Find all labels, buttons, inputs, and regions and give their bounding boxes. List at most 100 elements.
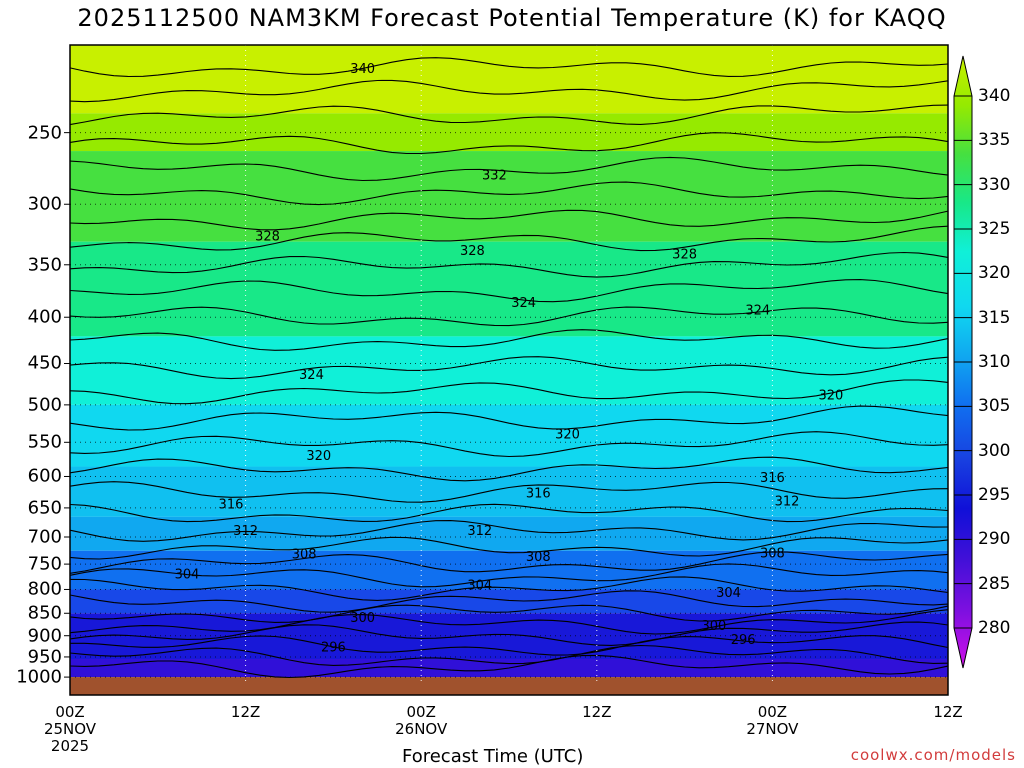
contour-line-12 — [69, 356, 949, 380]
contour-line-2 — [69, 104, 949, 126]
colorbar-label: 285 — [978, 573, 1011, 594]
theta-band-9 — [70, 589, 948, 614]
contour-label-26: 296 — [731, 633, 756, 648]
contour-label-4: 328 — [672, 247, 697, 262]
colorbar-label: 340 — [978, 86, 1011, 106]
contour-line-3 — [69, 132, 949, 155]
contour-line-7 — [69, 225, 949, 252]
theta-band-6 — [70, 466, 948, 517]
y-tick-label: 600 — [27, 465, 62, 487]
contour-label-6: 324 — [745, 303, 770, 318]
contour-label-8: 320 — [819, 389, 844, 404]
plot-frame — [69, 44, 949, 696]
contour-label-1: 332 — [482, 168, 507, 183]
contour-line-15 — [69, 431, 949, 458]
y-tick-label: 900 — [27, 625, 62, 647]
colorbar-label: 325 — [978, 219, 1011, 239]
contour-label-24: 300 — [701, 619, 726, 634]
colorbar — [953, 55, 973, 669]
y-tick-label: 500 — [27, 394, 62, 416]
y-tick-label: 750 — [27, 553, 62, 575]
y-tick-label: 700 — [27, 526, 62, 548]
y-tick-label: 650 — [27, 497, 62, 519]
contour-line-10 — [69, 306, 949, 327]
y-tick-label: 550 — [27, 431, 62, 453]
contour-label-12: 316 — [526, 487, 551, 502]
contour-lines — [69, 57, 949, 679]
contour-line-28 — [70, 635, 949, 656]
contour-label-21: 304 — [467, 579, 492, 594]
x-tick-label: 00Z 25NOV 2025 — [43, 703, 97, 755]
theta-band-5 — [70, 404, 948, 467]
contour-label-20: 304 — [175, 567, 200, 582]
contour-label-23: 300 — [350, 611, 375, 626]
contour-label-10: 320 — [306, 449, 331, 464]
colorbar-label: 315 — [978, 307, 1011, 328]
contour-label-13: 316 — [219, 498, 244, 513]
contour-line-0 — [69, 57, 949, 78]
contour-line-27 — [69, 621, 949, 646]
contour-line-22 — [69, 563, 949, 588]
y-tick-label: 450 — [27, 352, 62, 374]
colorbar-label: 295 — [978, 485, 1011, 505]
contour-line-25 — [69, 604, 949, 623]
contour-line-23 — [69, 576, 949, 601]
contour-line-8 — [69, 251, 949, 278]
contour-label-22: 304 — [716, 586, 741, 601]
contour-label-7: 324 — [299, 368, 324, 383]
y-tick-label: 950 — [27, 646, 62, 668]
contour-label-19: 308 — [760, 546, 785, 561]
contour-label-15: 312 — [467, 524, 492, 539]
theta-band-2 — [70, 151, 948, 242]
contour-label-2: 328 — [255, 230, 280, 245]
y-tick-label: 850 — [27, 602, 62, 624]
ground-surface — [70, 677, 948, 695]
contour-line-14 — [69, 405, 949, 431]
colorbar-label: 300 — [978, 440, 1011, 461]
contour-line-19 — [69, 520, 949, 542]
contour-label-25: 296 — [321, 640, 346, 655]
x-tick-label: 00Z 27NOV — [746, 703, 799, 738]
contour-label-0: 340 — [350, 62, 375, 77]
contour-label-9: 320 — [555, 428, 580, 443]
chart-title: 2025112500 NAM3KM Forecast Potential Tem… — [77, 4, 947, 32]
contour-labels: 340 332 328 328 328 324 324 324 320 320 320 316 316 3… — [175, 62, 844, 656]
contour-label-17: 308 — [292, 547, 317, 562]
contour-label-18: 308 — [526, 550, 551, 565]
contour-line-26 — [69, 609, 949, 635]
plot-area — [70, 45, 948, 695]
contour-line-18 — [69, 503, 949, 523]
contour-label-5: 324 — [511, 296, 536, 311]
y-tick-label: 300 — [27, 193, 62, 215]
x-axis-label: Forecast Time (UTC) — [402, 746, 584, 767]
contour-line-16 — [69, 456, 949, 482]
colorbar-label: 280 — [978, 618, 1011, 638]
theta-band-8 — [70, 550, 948, 590]
contour-line-11 — [69, 329, 949, 351]
colorbar-label: 330 — [978, 174, 1011, 195]
contour-line-4 — [69, 156, 949, 182]
colorbar-label: 320 — [978, 263, 1011, 284]
contour-line-30 — [69, 654, 949, 679]
colorbar-label: 290 — [978, 529, 1011, 550]
contour-line-1 — [69, 79, 949, 103]
x-tick-label: 12Z — [582, 703, 612, 721]
credit-text: coolwx.com/models — [850, 746, 1016, 764]
y-tick-label: 250 — [27, 122, 62, 144]
contour-line-20 — [69, 536, 949, 560]
theta-band-7 — [70, 516, 948, 551]
contour-line-9 — [69, 279, 949, 303]
y-tick-label: 800 — [27, 578, 62, 600]
contour-label-11: 316 — [760, 471, 785, 486]
theta-band-10 — [70, 613, 948, 660]
y-tick-label: 350 — [27, 254, 62, 276]
theta-band-0 — [70, 45, 948, 114]
grid-lines — [64, 44, 949, 696]
colorbar-label: 310 — [978, 352, 1011, 372]
theta-band-4 — [70, 336, 948, 405]
colorbar-label: 305 — [978, 396, 1011, 417]
contour-line-6 — [69, 209, 949, 231]
contour-line-17 — [69, 481, 949, 503]
contour-label-16: 312 — [233, 524, 258, 539]
